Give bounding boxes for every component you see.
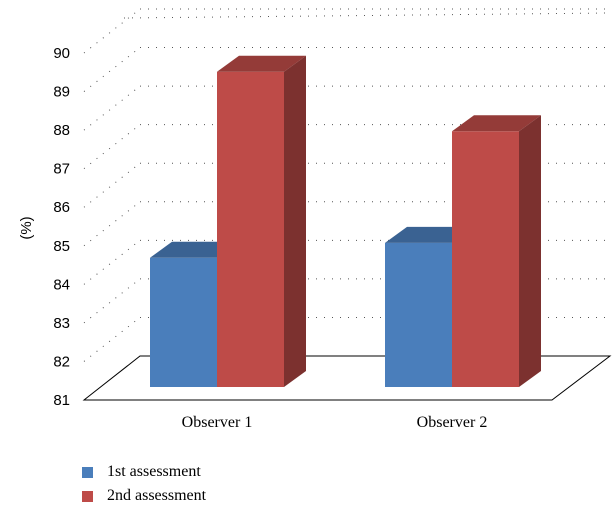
y-tick-label: 87 [53,161,70,178]
legend: 1st assessment 2nd assessment [82,460,206,508]
gridline-depth [83,317,141,362]
bar [217,55,306,388]
y-tick-label: 85 [53,238,70,255]
gridline-depth [83,201,141,247]
bar-chart: 81 82 83 84 85 86 87 88 89 90 Observer 1 Observer 2… [18,8,612,431]
legend-label: 1st assessment [107,463,201,480]
legend-swatch [82,490,93,502]
labels: 81 82 83 84 85 86 87 88 89 90 Observer 1 Observer 2… [18,45,487,431]
bars [150,55,541,388]
x-category-label: Observer 1 [182,414,253,431]
bar [452,115,541,387]
y-tick-label: 86 [53,199,70,216]
bar-top [150,241,239,258]
gridline-depth [83,239,141,285]
bar-side [519,115,541,387]
gridline-depth [83,47,141,92]
legend-label: 2nd assessment [107,487,207,504]
bar-top [217,55,306,72]
legend-swatch [82,466,93,478]
bar-front [150,257,217,387]
y-axis-label: (%) [18,216,35,239]
y-tick-label: 84 [53,276,70,293]
gridline-depth [83,8,141,54]
y-tick-label: 83 [53,315,70,332]
gridline-depth [83,162,141,208]
y-tick-label: 89 [53,84,70,101]
bar-front [452,131,519,387]
gridline [123,12,611,19]
gridline-depth [83,124,141,170]
y-tick-label: 81 [53,392,70,409]
gridline-depth [83,85,141,131]
legend-item-series-2: 2nd assessment [82,484,206,508]
gridline-depth [83,278,141,324]
x-category-label: Observer 2 [417,414,488,431]
y-tick-label: 90 [53,45,70,62]
bar-front [385,242,452,387]
bar-top [385,226,474,243]
bar-front [217,71,284,388]
y-tick-label: 82 [53,353,70,370]
bar-top [452,115,541,132]
legend-item-series-1: 1st assessment [82,460,206,484]
bar-side [284,55,306,388]
y-tick-label: 88 [53,122,70,139]
